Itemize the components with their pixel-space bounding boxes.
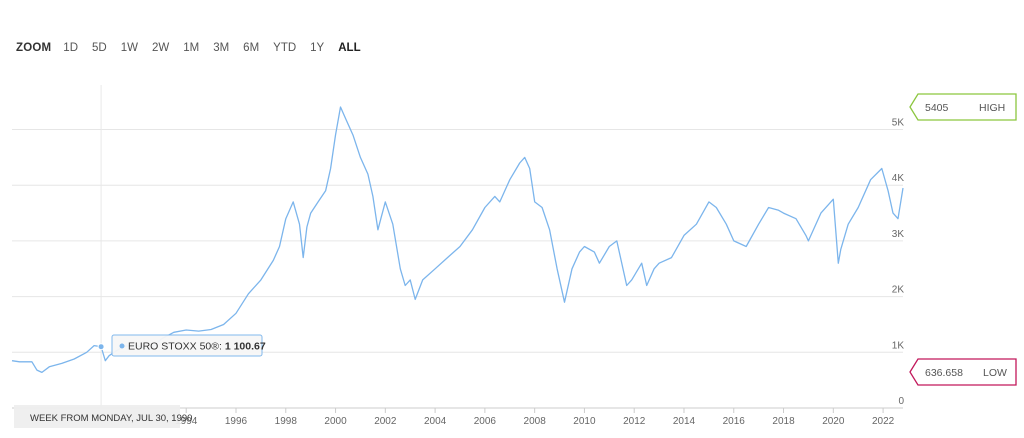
- tooltip-series-label: EURO STOXX 50®:: [128, 341, 225, 353]
- low-flag-label: LOW: [983, 367, 1007, 379]
- x-tick-label: 2006: [474, 416, 497, 427]
- high-flag-value: 5405: [925, 102, 949, 114]
- y-axis: 0 1K 2K 3K 4K 5K: [892, 118, 905, 407]
- tooltip-series-dot: [119, 343, 125, 349]
- x-axis-tooltip: WEEK FROM MONDAY, JUL 30, 1990: [14, 405, 192, 428]
- x-tick-label: 1998: [275, 416, 298, 427]
- low-flag: 636.658 LOW: [909, 358, 1017, 386]
- grid-lines: [12, 129, 903, 353]
- zoom-button-1y[interactable]: 1Y: [310, 42, 325, 54]
- zoom-bar: ZOOM 1D 5D 1W 2W 1M 3M 6M YTD 1Y ALL: [16, 40, 375, 56]
- x-tick-label: 2008: [524, 416, 547, 427]
- tooltip-value: 1 100.67: [225, 341, 266, 353]
- series-line: [11, 106, 904, 374]
- tooltip-text: EURO STOXX 50®: 1 100.67: [128, 341, 266, 353]
- zoom-button-all[interactable]: ALL: [338, 42, 361, 54]
- x-tick-label: 2000: [324, 416, 347, 427]
- low-flag-value: 636.658: [925, 367, 963, 379]
- zoom-button-1w[interactable]: 1W: [120, 42, 138, 54]
- x-tick-label: 1994: [175, 416, 198, 427]
- x-tick-label: 2004: [424, 416, 447, 427]
- tooltip-box: [111, 334, 263, 357]
- x-tooltip-box: [14, 405, 180, 428]
- highlight-point: [97, 343, 105, 351]
- crosshair: [97, 85, 105, 408]
- x-tick-label: 2020: [822, 416, 845, 427]
- zoom-button-1m[interactable]: 1M: [183, 42, 200, 54]
- x-axis: 1994 1996 1998 2000 2002 2004 2006 2008 2010 2012…: [12, 407, 903, 427]
- high-flag-shape: [909, 93, 1017, 121]
- zoom-button-3m[interactable]: 3M: [213, 42, 230, 54]
- y-tick-label: 0: [898, 396, 904, 407]
- y-tick-label: 4K: [892, 173, 905, 184]
- y-tick-label: 2K: [892, 285, 905, 296]
- zoom-button-2w[interactable]: 2W: [151, 42, 170, 54]
- zoom-button-1d[interactable]: 1D: [63, 42, 78, 54]
- high-flag: 5405 HIGH: [909, 93, 1017, 121]
- x-tick-label: 2022: [872, 416, 895, 427]
- x-tick-label: 2002: [374, 416, 397, 427]
- y-tick-label: 5K: [892, 118, 905, 129]
- tooltip: EURO STOXX 50®: 1 100.67: [111, 334, 266, 357]
- zoom-label: ZOOM: [16, 42, 52, 54]
- x-tick-label: 2018: [772, 416, 795, 427]
- zoom-button-5d[interactable]: 5D: [92, 42, 107, 54]
- x-tick-label: 2012: [623, 416, 646, 427]
- zoom-button-ytd[interactable]: YTD: [273, 42, 297, 54]
- x-tick-label: 2016: [723, 416, 746, 427]
- zoom-button-6m[interactable]: 6M: [243, 42, 260, 54]
- x-tick-label: 2014: [673, 416, 696, 427]
- low-flag-shape: [909, 358, 1017, 386]
- high-flag-label: HIGH: [979, 102, 1005, 114]
- y-tick-label: 1K: [892, 340, 905, 351]
- y-tick-label: 3K: [892, 229, 905, 240]
- x-tick-label: 2010: [573, 416, 596, 427]
- x-tick-label: 1996: [225, 416, 248, 427]
- x-tooltip-text: WEEK FROM MONDAY, JUL 30, 1990: [30, 413, 192, 424]
